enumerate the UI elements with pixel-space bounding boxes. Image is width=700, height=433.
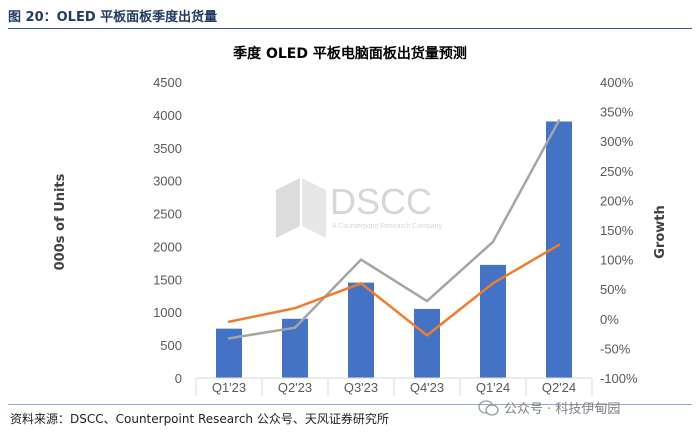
- y-tick-right-label: 300%: [600, 134, 634, 149]
- y-tick-right-label: 200%: [600, 193, 634, 208]
- bar: [348, 282, 374, 378]
- y-axis-right-label: Growth: [653, 205, 668, 259]
- y-tick-left-label: 1500: [153, 272, 182, 287]
- y-axis-left-label: 000s of Units: [53, 173, 68, 270]
- x-tick-label: Q2'23: [278, 380, 312, 395]
- y-tick-left-label: 0: [175, 371, 182, 386]
- watermark-text: 公众号 · 科技伊甸园: [504, 402, 621, 417]
- chart-title: 季度 OLED 平板电脑面板出货量预测: [232, 45, 467, 62]
- y-tick-left-label: 2500: [153, 207, 182, 222]
- dscc-logo: DSCC A Counterpoint Research Company: [276, 178, 443, 238]
- source-note: 资料来源：DSCC、Counterpoint Research 公众号、天风证券…: [10, 412, 389, 426]
- orange-line: [227, 243, 561, 337]
- bar: [414, 308, 440, 378]
- y-tick-right-label: 350%: [600, 105, 634, 120]
- y-tick-right-label: 50%: [600, 282, 626, 297]
- x-tick-label: Q1'23: [212, 380, 246, 395]
- y-tick-right-label: 100%: [600, 253, 634, 268]
- dscc-logo-mark-right: [302, 178, 326, 238]
- y-tick-right-label: -50%: [600, 341, 631, 356]
- y-tick-left-label: 2000: [153, 239, 182, 254]
- y-tick-left-label: 1000: [153, 305, 182, 320]
- y-tick-left-label: 3000: [153, 174, 182, 189]
- y-tick-right-label: 400%: [600, 75, 634, 90]
- x-axis: Q1'23 Q2'23 Q3'23 Q4'23 Q1'24 Q2'24: [195, 378, 593, 396]
- bottom-rule: [8, 404, 692, 405]
- wechat-icon: [478, 399, 499, 416]
- x-tick-label: Q4'23: [410, 380, 444, 395]
- y-tick-left-label: 4000: [153, 108, 182, 123]
- gray-line: [227, 119, 561, 340]
- figure-title: 图 20：OLED 平板面板季度出货量: [8, 10, 218, 25]
- chart: 季度 OLED 平板电脑面板出货量预测 DSCC A Counterpoint …: [53, 45, 668, 396]
- bar-series: [216, 121, 572, 378]
- bar: [480, 264, 506, 378]
- y-tick-left-label: 3500: [153, 141, 182, 156]
- y-tick-left-label: 4500: [153, 75, 182, 90]
- y-tick-right-label: 150%: [600, 223, 634, 238]
- line-series: [227, 119, 561, 340]
- y-axis-left: 0 500 1000 1500 2000 2500 3000 3500 4000 4500: [153, 75, 182, 386]
- dscc-logo-mark-left: [276, 178, 300, 238]
- watermark: 公众号 · 科技伊甸园: [478, 398, 620, 417]
- y-tick-left-label: 500: [160, 338, 182, 353]
- x-tick-label: Q2'24: [542, 380, 576, 395]
- y-axis-right: -100% -50% 0% 50% 100% 150% 200% 250% 300% 350% 40…: [600, 75, 638, 386]
- title-rule: [8, 28, 692, 29]
- x-tick-label: Q1'24: [476, 380, 510, 395]
- y-tick-right-label: 250%: [600, 164, 634, 179]
- y-tick-right-label: -100%: [600, 371, 638, 386]
- y-tick-right-label: 0%: [600, 312, 619, 327]
- dscc-logo-text: DSCC: [330, 181, 432, 222]
- x-tick-label: Q3'23: [344, 380, 378, 395]
- dscc-logo-subtext: A Counterpoint Research Company: [332, 223, 443, 230]
